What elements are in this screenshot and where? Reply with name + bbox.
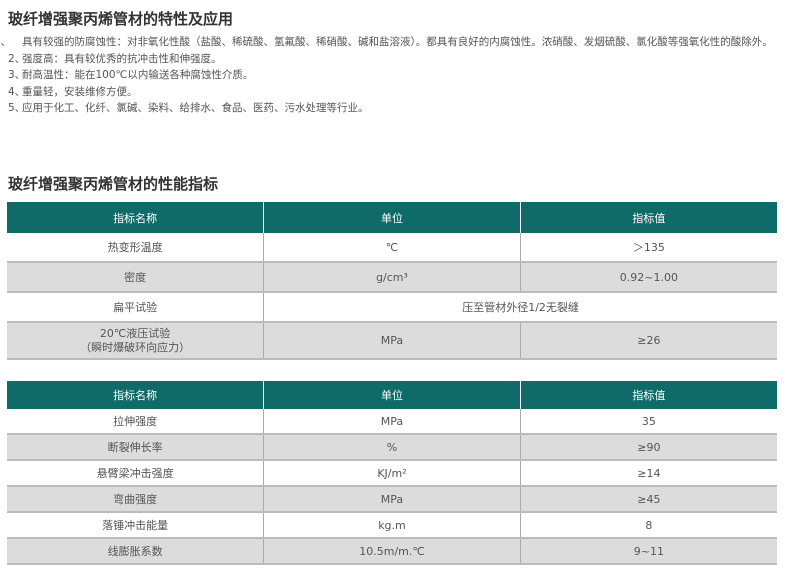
list-item: 5、应用于化工、化纤、氯碱、染料、给排水、食品、医药、污水处理等行业。: [8, 100, 793, 117]
performance-table-2: 指标名称 单位 指标值 拉伸强度 MPa 35 断裂伸长率 % ≥90 悬臂梁冲…: [7, 381, 777, 565]
cell-unit: g/cm³: [263, 262, 521, 293]
cell-name: 20℃液压试验 （瞬时爆破环向应力）: [7, 322, 265, 360]
table-row: 悬臂梁冲击强度 KJ/m² ≥14: [7, 460, 777, 487]
cell-unit: KJ/m²: [263, 460, 521, 487]
cell-unit: MPa: [263, 409, 521, 435]
header-name: 指标名称: [7, 202, 265, 233]
item-number: 3、: [8, 69, 26, 81]
list-item: 1、具有较强的防腐蚀性：对非氧化性酸（盐酸、稀硫酸、氢氟酸、稀硝酸、碱和盐溶液）…: [0, 34, 793, 51]
item-number: 1、: [0, 36, 12, 48]
header-value: 指标值: [520, 202, 777, 233]
cell-name: 弯曲强度: [7, 486, 265, 513]
item-text: 具有较强的防腐蚀性：对非氧化性酸（盐酸、稀硫酸、氢氟酸、稀硝酸、碱和盐溶液）。都…: [22, 36, 773, 48]
table-row: 线膨胀系数 10.5m/m.℃ 9~11: [7, 538, 777, 565]
cell-name: 线膨胀系数: [7, 538, 265, 565]
cell-name: 断裂伸长率: [7, 434, 265, 461]
cell-value: ≥26: [520, 322, 777, 360]
cell-value: 9~11: [520, 538, 777, 565]
item-text: 重量轻，安装维修方便。: [22, 85, 138, 98]
cell-unit: kg.m: [263, 512, 521, 539]
properties-list: 1、具有较强的防腐蚀性：对非氧化性酸（盐酸、稀硫酸、氢氟酸、稀硝酸、碱和盐溶液）…: [0, 34, 793, 117]
item-text: 应用于化工、化纤、氯碱、染料、给排水、食品、医药、污水处理等行业。: [22, 102, 369, 114]
performance-table-1: 指标名称 单位 指标值 热变形温度 ℃ ＞135 密度 g/cm³ 0.92~1…: [7, 202, 777, 360]
table-row: 密度 g/cm³ 0.92~1.00: [7, 262, 777, 293]
cell-value: ＞135: [520, 233, 777, 263]
cell-unit: ℃: [263, 233, 521, 263]
item-text: 强度高：具有较优秀的抗冲击性和伸强度。: [22, 52, 222, 65]
cell-name-line1: 20℃液压试验: [99, 326, 171, 340]
table-row: 20℃液压试验 （瞬时爆破环向应力） MPa ≥26: [7, 322, 777, 360]
cell-unit: MPa: [263, 322, 521, 360]
header-value: 指标值: [520, 381, 777, 409]
list-item: 2、强度高：具有较优秀的抗冲击性和伸强度。: [8, 51, 793, 68]
cell-merged: 压至管材外径1/2无裂缝: [263, 292, 777, 323]
list-item: 4、重量轻，安装维修方便。: [8, 84, 793, 101]
cell-name-line2: （瞬时爆破环向应力）: [80, 340, 191, 354]
cell-value: ≥14: [520, 460, 777, 487]
cell-value: ≥90: [520, 434, 777, 461]
header-unit: 单位: [263, 381, 521, 409]
cell-name: 落锤冲击能量: [7, 512, 265, 539]
table-header-row: 指标名称 单位 指标值: [7, 202, 777, 233]
list-item: 3、耐高温性：能在100℃以内输送各种腐蚀性介质。: [8, 67, 793, 84]
cell-value: ≥45: [520, 486, 777, 513]
header-name: 指标名称: [7, 381, 265, 409]
table-row: 弯曲强度 MPa ≥45: [7, 486, 777, 513]
header-unit: 单位: [263, 202, 521, 233]
cell-value: 8: [520, 512, 777, 539]
cell-name: 扁平试验: [7, 292, 265, 323]
item-text: 耐高温性：能在100℃以内输送各种腐蚀性介质。: [22, 69, 254, 81]
table-row: 拉伸强度 MPa 35: [7, 409, 777, 435]
cell-name: 拉伸强度: [7, 409, 265, 435]
cell-value: 35: [520, 409, 777, 435]
table-row: 落锤冲击能量 kg.m 8: [7, 512, 777, 539]
cell-name: 密度: [7, 262, 265, 293]
section-title-properties: 玻纤增强聚丙烯管材的特性及应用: [8, 10, 234, 28]
cell-unit: MPa: [263, 486, 521, 513]
item-number: 5、: [8, 102, 26, 114]
table-row: 热变形温度 ℃ ＞135: [7, 233, 777, 263]
cell-name: 悬臂梁冲击强度: [7, 460, 265, 487]
item-number: 4、: [8, 85, 26, 98]
table-row: 断裂伸长率 % ≥90: [7, 434, 777, 461]
cell-unit: 10.5m/m.℃: [263, 538, 521, 565]
item-number: 2、: [8, 52, 26, 65]
cell-unit: %: [263, 434, 521, 461]
cell-value: 0.92~1.00: [520, 262, 777, 293]
section-title-performance: 玻纤增强聚丙烯管材的性能指标: [8, 175, 219, 193]
cell-name: 热变形温度: [7, 233, 265, 263]
table-row: 扁平试验 压至管材外径1/2无裂缝: [7, 292, 777, 323]
table-header-row: 指标名称 单位 指标值: [7, 381, 777, 409]
